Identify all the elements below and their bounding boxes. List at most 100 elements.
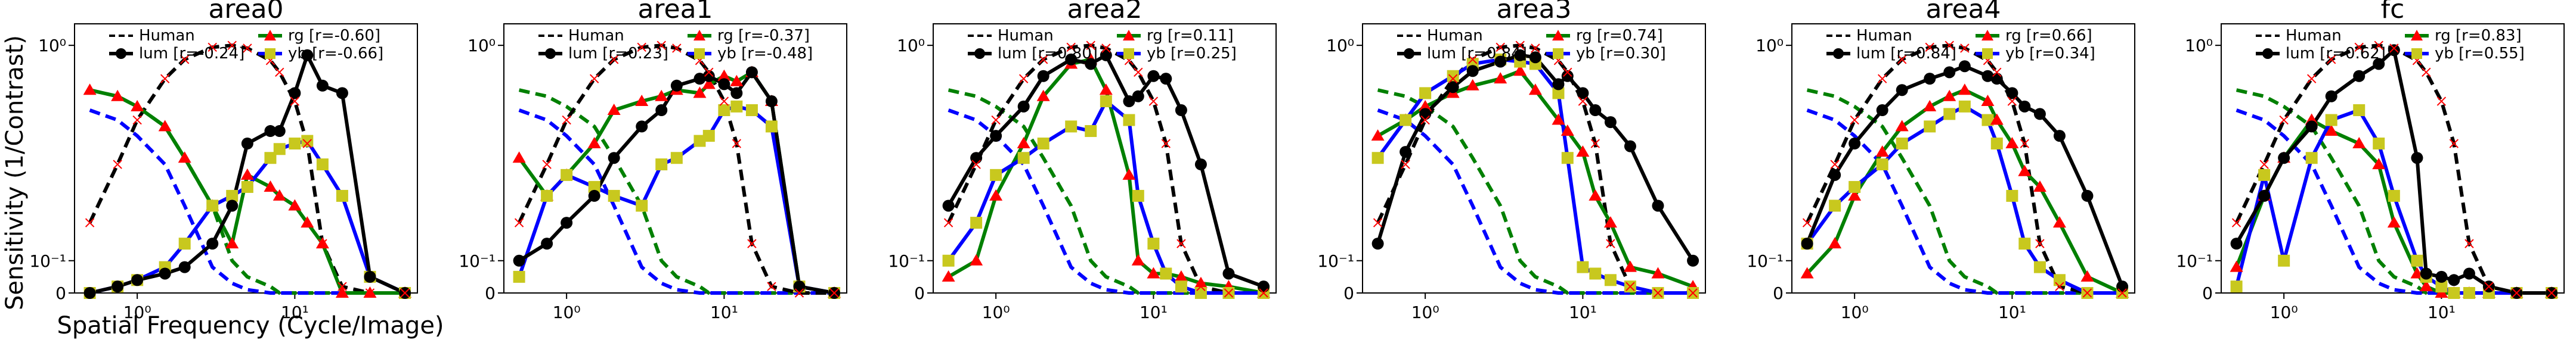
rg-marker [717,69,731,81]
yb-marker [2033,261,2046,273]
human-marker [1401,160,1410,169]
human-marker [1496,42,1505,52]
rg-marker [335,286,349,298]
legend-rg: rg [r=0.83] [2435,27,2522,45]
lum-marker [2420,267,2432,280]
human-marker [794,288,804,298]
y-tick-label: 10⁻¹ [1317,251,1354,271]
rg-marker [2372,158,2386,170]
human-marker [1373,218,1383,227]
rg-dashed-line [518,88,835,295]
human-marker [2117,288,2127,298]
legend-yb: yb [r=0.25] [1147,45,1237,63]
yb-dashed-line [1806,108,2123,295]
yb-line [1376,57,1693,295]
human-marker [160,74,170,83]
lum-marker [1132,90,1144,102]
legend-yb-marker [2411,48,2422,59]
human-marker [2259,160,2269,169]
rg-marker [1603,216,1617,228]
yb-marker [1123,114,1135,126]
human-marker [1531,43,1540,53]
lum-marker [693,73,706,85]
x-tick-label: 10⁰ [553,303,581,322]
yb-marker [1604,274,1617,286]
legend-lum: lum [r=0.80] [998,45,1098,63]
rg-marker [2033,180,2046,192]
lum-marker [2435,270,2448,283]
yb-marker [301,135,314,147]
lum-marker [364,270,376,283]
rg-marker [655,89,668,101]
yb-marker [2325,114,2337,126]
lum-marker [1876,104,1888,117]
panel-title: area1 [637,0,713,24]
yb-line [89,139,406,295]
yb-marker [2448,287,2460,299]
yb-marker [2230,280,2243,293]
human-marker [2082,288,2092,298]
human-marker [227,40,237,50]
rg-marker [1419,99,1432,111]
lum-marker [159,267,171,280]
human-marker [657,40,666,50]
rg-marker [512,151,526,163]
human-marker [1877,74,1887,83]
rg-line [948,57,1264,295]
yb-marker [1943,108,1956,120]
lum-marker [745,66,758,79]
human-marker [1897,55,1907,64]
lum-marker [1529,51,1541,64]
rg-marker [288,199,302,211]
rg-marker [2387,216,2401,228]
lum-marker [730,87,743,99]
yb-marker [2305,152,2318,164]
rg-marker [225,237,239,249]
rg-marker [989,189,1003,201]
lum-marker [513,254,525,267]
y-tick-label: 10⁻¹ [2176,251,2213,271]
rg-marker [1466,79,1479,91]
legend-rg-marker [1981,30,1993,40]
legend-yb-marker [1123,48,1134,59]
yb-marker [206,199,219,212]
legend-rg: rg [r=0.74] [1576,27,1663,45]
human-marker [637,42,646,52]
y-tick-label: 10⁻¹ [1747,251,1784,271]
rg-marker [942,270,955,282]
human-marker [2354,42,2364,52]
human-marker [2231,218,2241,227]
lum-line [518,70,835,295]
y-tick-label: 0 [1773,283,1784,303]
human-marker [1653,288,1663,298]
legend-rg-marker [1123,30,1135,40]
human-marker [1066,42,1076,52]
human-marker [1224,288,1234,298]
panel-title: area0 [208,0,283,24]
y-tick-label: 10⁰ [38,36,66,55]
yb-marker [1175,280,1187,293]
x-tick-label: 10¹ [2428,303,2456,322]
human-marker [2484,282,2494,291]
lum-marker [1100,49,1112,61]
rg-marker [178,151,191,163]
legend-lum: lum [r=0.84] [1856,45,1956,63]
lum-marker [178,261,191,273]
rg-marker [1800,267,1814,279]
legend-rg: rg [r=-0.60] [288,27,380,45]
rg-marker [1099,83,1113,95]
lum-marker [1175,104,1187,117]
human-marker [1925,42,1934,52]
rg-marker [1848,189,1862,201]
yb-marker [1132,189,1144,202]
lum-marker [2373,58,2385,70]
lum-marker [608,152,620,164]
y-tick-label: 10⁻¹ [459,251,496,271]
yb-line [1806,104,2123,295]
lum-marker [636,120,648,133]
human-marker [1134,67,1143,77]
